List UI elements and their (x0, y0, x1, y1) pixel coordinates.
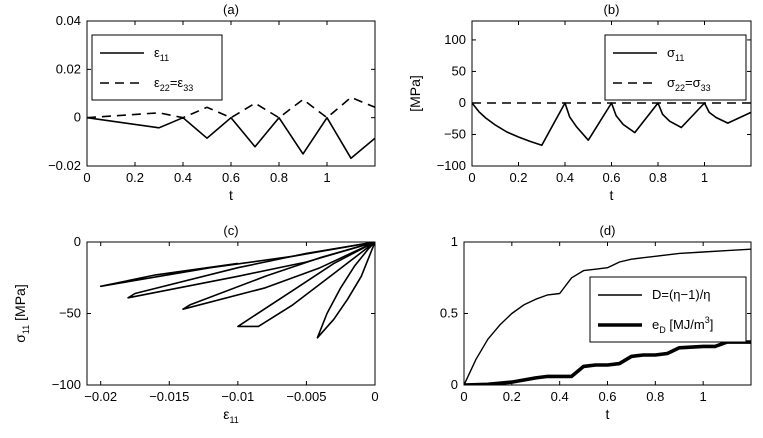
y-tick-label: −50 (444, 126, 466, 141)
x-axis-label: t (606, 406, 610, 422)
y-tick-label: 0.04 (56, 13, 81, 28)
x-tick-label: 1 (701, 170, 708, 185)
x-tick-label: 0.8 (649, 170, 667, 185)
x-tick-label: 0 (371, 389, 378, 404)
y-tick-label: −100 (437, 158, 466, 173)
legend: D=(η−1)/η eD [MJ/m3] (589, 276, 747, 343)
legend-box (604, 34, 747, 101)
x-tick-label: 1 (700, 389, 707, 404)
x-tick-label: 0.6 (222, 170, 240, 185)
panel-d: (d) 0 0.2 0.4 0.6 0.8 1 0 0.5 1 t D=(η−1)/η eD [MJ/m… (440, 223, 752, 422)
x-tick-label: 0.4 (174, 170, 192, 185)
x-tick-label: 0.8 (270, 170, 288, 185)
x-tick-label: 0 (83, 170, 90, 185)
legend-label-2: ε22=ε33 (154, 75, 193, 93)
x-tick-label: 0.4 (556, 170, 574, 185)
legend-label-1: D=(η−1)/η (652, 287, 711, 302)
series-line-1 (87, 116, 375, 160)
x-tick-label: −0.02 (84, 389, 117, 404)
y-tick-label: 0 (74, 234, 81, 249)
x-tick-label: 1 (323, 170, 330, 185)
series-line-1 (472, 102, 751, 146)
x-tick-label: 0.2 (509, 170, 527, 185)
legend: ε11 ε22=ε33 (91, 34, 223, 101)
x-axis-label: t (610, 187, 614, 203)
y-tick-label: 0.02 (56, 61, 81, 76)
x-tick-label: 0.6 (602, 170, 620, 185)
x-axis-label: t (229, 187, 233, 203)
y-tick-label: 1 (451, 234, 458, 249)
x-tick-label: −0.015 (149, 389, 189, 404)
x-tick-label: 0.6 (598, 389, 616, 404)
panel-title: (b) (604, 2, 620, 17)
legend-label-1: ε11 (154, 45, 169, 63)
x-tick-label: 0.8 (646, 389, 664, 404)
panel-b: (b)0 0.2 0.4 0.6 0.8 1−100−50050100t[MPa]σ11σ… (407, 2, 752, 203)
legend-label-1: σ11 (667, 45, 684, 63)
series-line-5 (99, 242, 375, 288)
series-line-2 (87, 96, 375, 119)
y-tick-label: 0 (451, 377, 458, 392)
y-tick-label: 100 (444, 32, 466, 47)
legend-label-2: σ22=σ33 (667, 75, 711, 93)
series-line-2 (237, 242, 375, 328)
legend: σ11 σ22=σ33 (604, 34, 747, 101)
y-axis-label: [MPa] (407, 75, 423, 112)
series-line-2 (464, 340, 751, 385)
x-tick-label: 0 (468, 170, 475, 185)
series-line-1 (316, 242, 375, 339)
x-axis-label: ε11 (223, 406, 239, 425)
x-tick-label: 0.2 (126, 170, 144, 185)
y-tick-label: 0 (74, 110, 81, 125)
legend-label-2: eD [MJ/m3] (652, 315, 713, 335)
panel-a: (a)0 0.2 0.4 0.6 0.8 1−0.0200.020.04tε11ε22=ε… (48, 2, 376, 203)
y-axis-label: σ11 [MPa] (12, 284, 31, 342)
x-tick-label: −0.01 (221, 389, 254, 404)
x-tick-label: 0.2 (503, 389, 521, 404)
y-tick-label: 50 (452, 63, 466, 78)
panel-title: (c) (223, 223, 238, 238)
x-tick-label: −0.005 (286, 389, 326, 404)
legend-box (91, 34, 223, 101)
series-line-1 (464, 248, 751, 385)
y-tick-label: −100 (52, 377, 81, 392)
panel-title: (d) (600, 223, 616, 238)
y-tick-label: 0.5 (440, 306, 458, 321)
y-tick-label: −0.02 (48, 158, 81, 173)
x-tick-label: 0 (460, 389, 467, 404)
axes-frame (86, 241, 376, 386)
y-tick-label: −50 (59, 306, 81, 321)
panel-c: (c) −0.02 −0.015 −0.01 −0.005 0 −100 −50 0 ε11 σ11… (12, 223, 379, 425)
panel-title: (a) (223, 2, 239, 17)
x-tick-label: 0.4 (551, 389, 569, 404)
legend-box (589, 276, 747, 343)
y-tick-label: 0 (459, 95, 466, 110)
